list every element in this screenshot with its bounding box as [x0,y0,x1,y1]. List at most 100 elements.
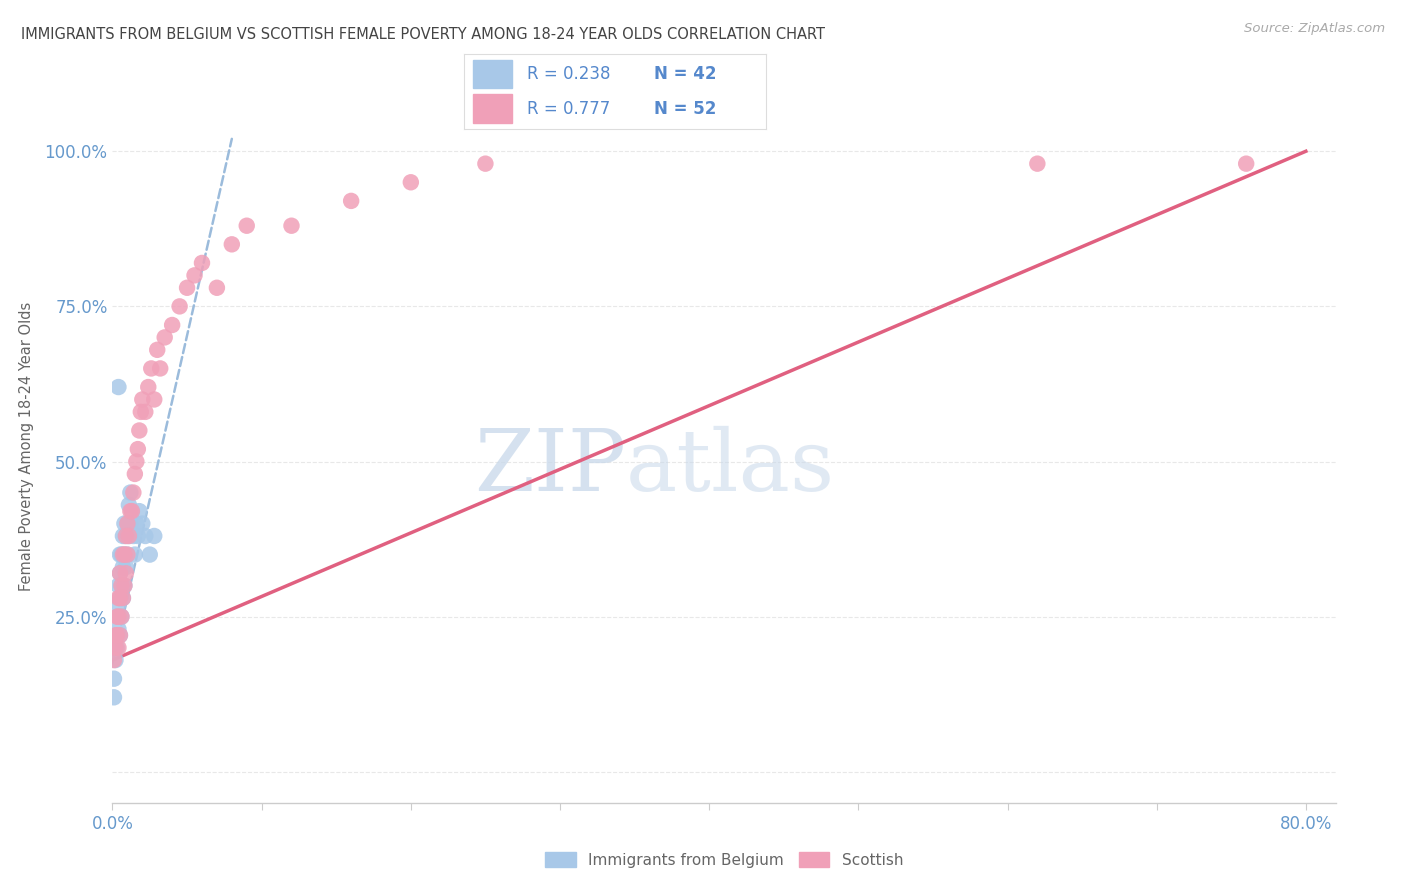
Point [105,609,128,624]
Point [117,516,139,531]
Point [104,628,127,642]
Point [112,579,135,593]
Point [153,330,176,344]
Point [110,609,132,624]
Point [120,504,142,518]
Point [108,566,131,581]
Point [105,628,128,642]
Point [108,628,131,642]
Point [107,597,129,611]
FancyBboxPatch shape [472,60,512,88]
Point [108,566,131,581]
Point [129,405,152,419]
Point [111,591,134,605]
Point [131,516,153,531]
Point [122,485,145,500]
Point [399,175,422,189]
Point [340,194,363,208]
Point [117,516,139,531]
Legend: Immigrants from Belgium, Scottish: Immigrants from Belgium, Scottish [538,846,910,873]
Point [143,392,166,407]
Point [221,237,243,252]
Point [115,529,138,543]
Text: Source: ZipAtlas.com: Source: ZipAtlas.com [1244,22,1385,36]
Point [128,424,150,438]
Point [128,504,150,518]
Point [108,591,131,605]
Point [160,318,183,332]
Point [110,579,132,593]
Point [107,579,129,593]
Point [105,609,128,624]
Point [143,529,166,543]
Point [235,219,257,233]
Text: R = 0.777: R = 0.777 [527,100,610,118]
Text: N = 42: N = 42 [654,65,717,83]
Text: IMMIGRANTS FROM BELGIUM VS SCOTTISH FEMALE POVERTY AMONG 18-24 YEAR OLDS CORRELA: IMMIGRANTS FROM BELGIUM VS SCOTTISH FEMA… [21,27,825,42]
Point [110,609,132,624]
Point [110,579,132,593]
Point [124,548,146,562]
FancyBboxPatch shape [472,95,512,123]
Point [108,628,131,642]
Point [108,548,131,562]
Point [118,529,141,543]
Point [118,529,141,543]
Point [107,609,129,624]
Point [169,299,191,313]
Point [120,485,142,500]
Point [127,529,149,543]
Point [111,529,134,543]
Point [131,392,153,407]
Point [125,454,148,468]
Point [103,653,125,667]
Point [108,591,131,605]
Text: atlas: atlas [626,425,835,509]
Point [139,548,162,562]
Point [104,640,127,655]
Point [205,281,228,295]
Point [121,504,143,518]
Point [124,467,146,481]
Point [103,690,125,705]
Point [111,548,134,562]
Point [112,548,135,562]
Point [112,579,135,593]
Point [125,516,148,531]
Point [127,442,149,456]
Point [121,504,143,518]
Point [134,529,156,543]
Point [141,361,163,376]
Text: R = 0.238: R = 0.238 [527,65,612,83]
Point [1234,156,1257,170]
Point [117,548,139,562]
Point [1026,156,1049,170]
Point [176,281,198,295]
Point [103,672,125,686]
Point [112,516,135,531]
Point [118,498,141,512]
Y-axis label: Female Poverty Among 18-24 Year Olds: Female Poverty Among 18-24 Year Olds [18,301,34,591]
Point [111,591,134,605]
Point [474,156,496,170]
Point [110,548,132,562]
Point [115,566,138,581]
Point [107,640,129,655]
Point [105,628,128,642]
Point [111,560,134,574]
Point [107,591,129,605]
Point [112,548,135,562]
Point [191,256,214,270]
Point [107,622,129,636]
Point [146,343,169,357]
Point [120,516,142,531]
Point [122,529,145,543]
Point [115,560,138,574]
Point [280,219,302,233]
Point [107,380,129,394]
Point [105,640,128,655]
Text: ZIP: ZIP [474,425,626,509]
Point [104,653,127,667]
Point [104,640,127,655]
Point [183,268,205,283]
